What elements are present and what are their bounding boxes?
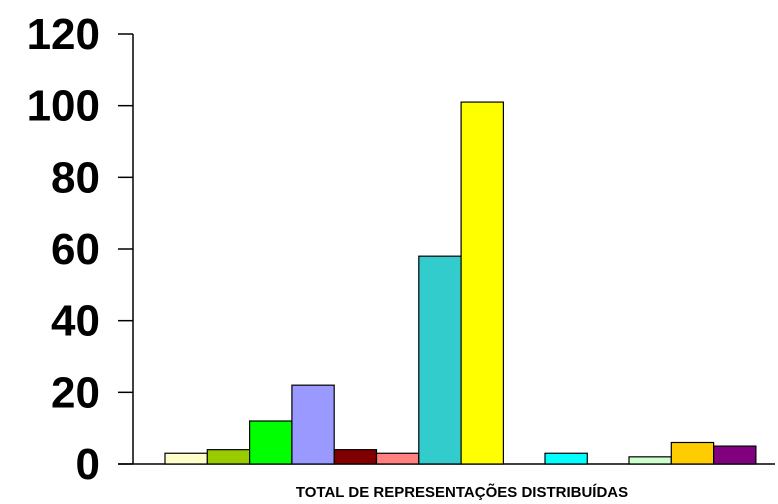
y-tick-label: 120	[27, 10, 100, 59]
bar	[291, 384, 335, 465]
x-axis: TOTAL DE REPRESENTAÇÕES DISTRIBUÍDAS	[118, 463, 775, 501]
y-tick-label: 40	[51, 297, 100, 346]
bar	[712, 445, 757, 465]
y-tick-label: 0	[76, 440, 100, 489]
y-tick-label: 80	[51, 153, 100, 202]
y-tick-label: 60	[51, 225, 100, 274]
bar	[375, 452, 420, 465]
x-axis-label: TOTAL DE REPRESENTAÇÕES DISTRIBUÍDAS	[296, 483, 628, 501]
bar	[164, 452, 208, 465]
bar	[670, 441, 715, 465]
bar	[628, 456, 672, 465]
bar	[249, 420, 293, 465]
bar	[460, 101, 505, 465]
y-ticks: 0 20 40 60 80 100 120	[27, 10, 133, 489]
y-tick-label: 100	[27, 82, 100, 131]
bar	[418, 255, 462, 465]
bars	[164, 101, 757, 465]
y-tick-label: 20	[51, 368, 100, 417]
bar	[206, 449, 251, 465]
y-axis: 0 20 40 60 80 100 120	[27, 10, 134, 489]
bar	[333, 449, 378, 465]
bar	[544, 452, 588, 465]
